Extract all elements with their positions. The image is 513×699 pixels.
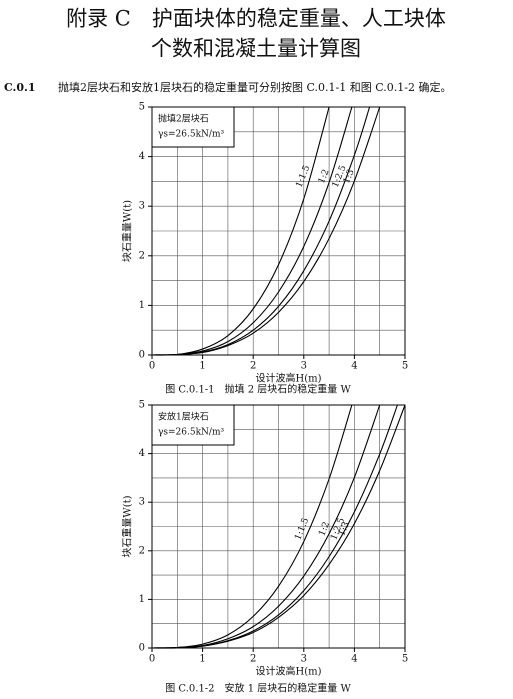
y-tick-label: 3 <box>139 201 145 212</box>
x-tick-label: 0 <box>149 361 155 372</box>
x-tick-label: 5 <box>402 361 408 372</box>
y-tick-label: 4 <box>139 448 145 459</box>
title-line: 个数和混凝土量计算图 <box>151 37 361 61</box>
clause-number: C.0.1 <box>4 81 36 94</box>
x-tick-label: 3 <box>301 654 307 665</box>
annotation: 安放1层块石 <box>158 411 209 423</box>
clause-text: 抛填2层块石和安放1层块石的稳定重量可分别按图 C.0.1-1 和图 C.0.1… <box>58 80 451 94</box>
annotation: 抛填2层块石 <box>158 113 209 125</box>
x-tick-label: 0 <box>149 654 155 665</box>
annotation: γs=26.5kN/m³ <box>158 428 224 438</box>
y-axis-label: 块石重量W(t) <box>121 200 134 262</box>
x-axis-label: 设计波高H(m) <box>255 372 321 385</box>
y-tick-label: 1 <box>139 594 145 605</box>
curve-label: 1:1.5 <box>293 516 311 541</box>
caption: 图 C.0.1-2 安放 1 层块石的稳定重量 W <box>165 682 351 695</box>
curve <box>151 404 406 649</box>
y-axis-label: 块石重量W(t) <box>121 495 134 557</box>
y-tick-label: 2 <box>139 545 145 556</box>
x-tick-label: 4 <box>351 654 357 665</box>
y-tick-label: 4 <box>139 151 145 162</box>
y-tick-label: 3 <box>139 497 145 508</box>
x-tick-label: 2 <box>250 361 256 372</box>
y-tick-label: 0 <box>139 643 145 654</box>
y-tick-label: 0 <box>139 350 145 361</box>
annotation: γs=26.5kN/m³ <box>158 130 224 140</box>
x-axis-label: 设计波高H(m) <box>255 665 321 678</box>
x-tick-label: 2 <box>250 654 256 665</box>
y-tick-label: 5 <box>139 102 145 113</box>
x-tick-label: 1 <box>199 361 205 372</box>
x-tick-label: 3 <box>301 361 307 372</box>
x-tick-label: 1 <box>199 654 205 665</box>
y-tick-label: 2 <box>139 250 145 261</box>
title-line: 附录 C 护面块体的稳定重量、人工块体 <box>66 7 446 31</box>
curve <box>151 106 381 356</box>
annotation-box <box>151 404 235 446</box>
caption: 图 C.0.1-1 抛填 2 层块石的稳定重量 W <box>165 383 351 396</box>
curve-label: 1:1.5 <box>294 164 312 189</box>
plot-frame <box>151 106 406 356</box>
annotation-box <box>151 106 235 148</box>
x-tick-label: 4 <box>351 361 357 372</box>
x-tick-label: 5 <box>402 654 408 665</box>
plot-frame <box>151 404 406 649</box>
y-tick-label: 5 <box>139 400 145 411</box>
y-tick-label: 1 <box>139 300 145 311</box>
